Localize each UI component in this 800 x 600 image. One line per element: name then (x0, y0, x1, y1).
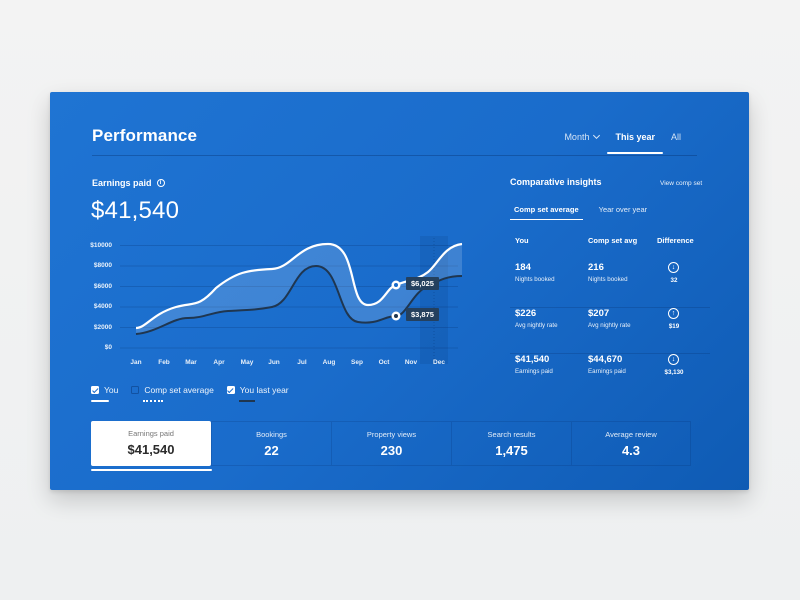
legend-you-last-year[interactable]: You last year (226, 385, 289, 402)
stat-label: Search results (487, 430, 536, 439)
comp-sub: Avg nightly rate (588, 322, 631, 329)
line-you-last-year (135, 264, 463, 335)
difference-value: $3,130 (664, 369, 684, 376)
x-tick: Oct (378, 359, 390, 366)
chart-plot (120, 236, 463, 364)
checkbox-icon[interactable] (226, 386, 235, 394)
tab-month[interactable]: Month (556, 131, 607, 154)
x-tick: Mar (185, 359, 197, 366)
you-value: $226 (515, 308, 537, 319)
comp-sub: Earnings paid (588, 368, 626, 375)
x-tick: Jan (130, 359, 142, 366)
earnings-chart: $10000 $8000 $6000 $4000 $2000 $0 (86, 236, 466, 371)
checkbox-icon[interactable] (131, 386, 140, 394)
you-value: $41,540 (515, 354, 550, 365)
earnings-value: $41,540 (91, 197, 180, 224)
tab-all[interactable]: All (663, 132, 689, 154)
legend-you[interactable]: You (91, 385, 119, 402)
x-tick: Sep (351, 359, 363, 366)
stat-label: Average review (605, 430, 657, 439)
you-value: 184 (515, 262, 531, 273)
arrow-down-icon: ↓ (668, 354, 679, 365)
legend-swatch-dotted (143, 400, 164, 402)
y-tick: $2000 (93, 324, 112, 331)
stats-bar: Earnings paid $41,540 Bookings 22 Proper… (91, 421, 691, 466)
stat-value: 4.3 (621, 443, 641, 458)
x-tick: Apr (213, 359, 225, 366)
comp-value: $207 (588, 308, 610, 319)
stat-value: 22 (264, 443, 279, 458)
x-tick: Feb (158, 359, 170, 366)
stat-value: 230 (380, 443, 403, 458)
tooltip-last-year-oct: $3,875 (406, 308, 439, 321)
column-header-comp-set-avg: Comp set avg (588, 236, 638, 245)
stat-earnings-paid[interactable]: Earnings paid $41,540 (91, 421, 211, 466)
period-tabs: Month This year All (556, 131, 689, 154)
chart-legend: You Comp set average You last year (91, 385, 302, 402)
insights-row-nights: 184 Nights booked 216 Nights booked ↓ 32 (510, 262, 710, 308)
insights-tabs: Comp set average Year over year (510, 202, 663, 220)
x-tick: Jul (297, 359, 307, 366)
stat-search-results[interactable]: Search results 1,475 (451, 421, 571, 466)
info-icon[interactable]: i (156, 179, 165, 187)
x-tick: Jun (268, 359, 280, 366)
column-header-difference: Difference (657, 236, 694, 245)
checkbox-icon[interactable] (91, 386, 99, 394)
legend-label: You last year (239, 385, 289, 395)
y-tick: $8000 (93, 262, 112, 269)
y-tick: $6000 (93, 283, 112, 290)
tooltip-you-oct: $6,025 (406, 277, 439, 290)
insights-row-earnings: $41,540 Earnings paid $44,670 Earnings p… (510, 354, 710, 400)
arrow-down-icon: ↓ (668, 262, 679, 273)
insights-row-rate: $226 Avg nightly rate $207 Avg nightly r… (510, 308, 710, 354)
y-tick: $10000 (90, 242, 112, 249)
y-tick: $0 (104, 344, 112, 351)
stat-value: 1,475 (495, 443, 528, 458)
comp-value: $44,670 (588, 354, 623, 365)
comp-sub: Nights booked (588, 276, 628, 283)
oct-highlight-band (420, 236, 448, 364)
earnings-label: Earnings paid (92, 178, 152, 188)
column-header-you: You (515, 236, 529, 245)
view-comp-set-link[interactable]: View comp set (660, 180, 703, 187)
page-title: Performance (92, 126, 198, 145)
tab-this-year-label: This year (615, 132, 655, 142)
you-sub: Avg nightly rate (515, 322, 558, 329)
legend-comp-set-average[interactable]: Comp set average (131, 385, 214, 402)
header-divider (92, 155, 697, 156)
legend-swatch-solid (91, 400, 109, 402)
legend-swatch-dark (238, 400, 255, 402)
tab-month-label: Month (564, 132, 590, 142)
x-tick: May (240, 359, 254, 366)
performance-card: Performance Month This year All Earnings… (50, 92, 749, 490)
legend-label: You (104, 385, 119, 395)
tab-this-year[interactable]: This year (607, 132, 663, 154)
you-sub: Earnings paid (515, 368, 553, 375)
stat-property-views[interactable]: Property views 230 (331, 421, 451, 466)
chevron-down-icon (593, 131, 601, 140)
insights-title: Comparative insights (510, 177, 602, 187)
x-tick: Dec (433, 359, 445, 366)
stat-average-review[interactable]: Average review 4.3 (571, 421, 691, 466)
active-stat-underline (91, 469, 212, 471)
x-tick: Nov (404, 359, 418, 366)
stat-bookings[interactable]: Bookings 22 (211, 421, 331, 466)
arrow-up-icon: ↑ (668, 308, 679, 319)
tab-all-label: All (670, 132, 681, 142)
stat-label: Property views (366, 430, 417, 439)
stat-label: Bookings (256, 430, 287, 439)
you-sub: Nights booked (515, 276, 555, 283)
stat-value: $41,540 (127, 442, 175, 457)
stat-label: Earnings paid (128, 429, 174, 438)
legend-label: Comp set average (144, 385, 214, 395)
y-tick: $4000 (93, 303, 112, 310)
chart-area-difference (136, 244, 462, 334)
comp-value: 216 (588, 262, 604, 273)
earnings-label-row: Earnings paid i (92, 178, 165, 188)
x-tick: Aug (322, 359, 336, 366)
difference-value: $19 (668, 323, 680, 330)
difference-value: 32 (670, 277, 678, 284)
tab-year-over-year[interactable]: Year over year (598, 205, 648, 214)
tab-comp-set-average[interactable]: Comp set average (510, 202, 583, 220)
